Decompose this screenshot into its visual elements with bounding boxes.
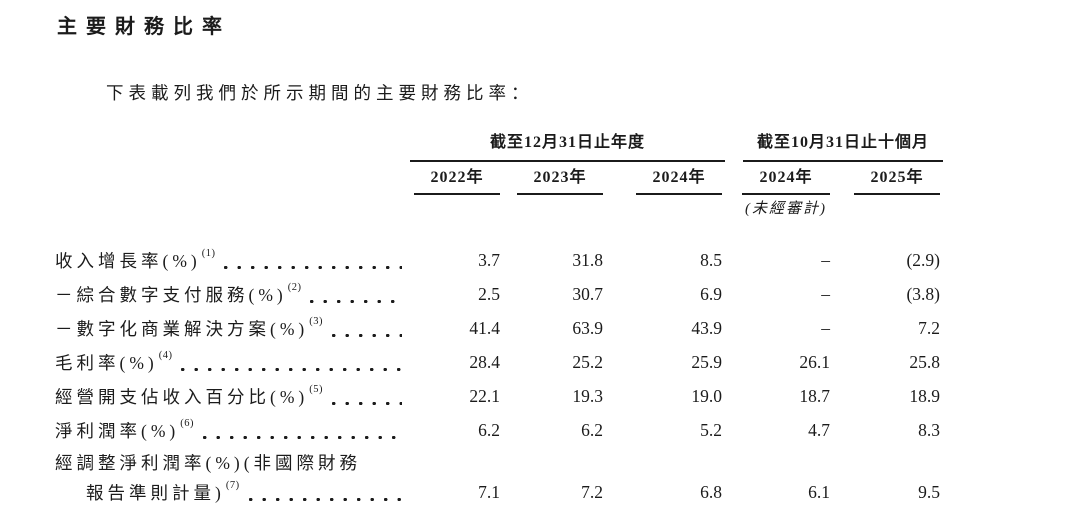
value-cell-2025: 8.3 — [918, 419, 940, 440]
value-cell-2024: 43.9 — [691, 317, 722, 338]
value-cell-2024-ten-months: 26.1 — [799, 351, 830, 372]
value-cell-2024-ten-months: – — [821, 249, 830, 270]
value-cell-2022: 28.4 — [469, 351, 500, 372]
header-body-spacer — [55, 219, 947, 243]
footnote-ref: (2) — [287, 281, 302, 293]
value-cell-2023: 25.2 — [572, 351, 603, 372]
value-cell-2024: 19.0 — [691, 385, 722, 406]
dot-leader — [331, 333, 402, 337]
value-cell-2022 — [410, 447, 503, 477]
value-cell-2025: (2.9) — [906, 249, 940, 270]
ratio-label-cell: 毛利率(%) (4) — [55, 345, 410, 379]
ratio-label-cell: －綜合數字支付服務(%) (2) — [55, 277, 410, 311]
table-row: －綜合數字支付服務(%) (2) 2.5 30.7 6.9 – (3.8) — [55, 277, 947, 311]
dot-leader — [181, 367, 402, 371]
table-row: 經調整淨利潤率(%)(非國際財務 — [55, 447, 947, 477]
value-cell-2025 — [833, 447, 943, 477]
footnote-ref: (6) — [180, 417, 194, 429]
value-cell-2024-ten-months — [725, 447, 833, 477]
value-cell-2023: 31.8 — [572, 249, 603, 270]
value-cell-2022: 6.2 — [478, 419, 500, 440]
value-cell-2024-ten-months: – — [821, 317, 830, 338]
dot-leader — [202, 435, 402, 439]
ratio-label-cell: 經調整淨利潤率(%)(非國際財務 — [55, 447, 410, 477]
value-cell-2025: (3.8) — [906, 283, 940, 304]
value-cell-2024: 8.5 — [700, 249, 722, 270]
column-group-ten-months: 截至10月31日止十個月 — [743, 132, 943, 162]
year-header-2022: 2022年 — [410, 168, 503, 195]
value-cell-2023: 19.3 — [572, 385, 603, 406]
value-cell-2024-ten-months: 4.7 — [808, 419, 830, 440]
value-cell-2022: 2.5 — [478, 283, 500, 304]
table-row: 收入增長率(%) (1) 3.7 31.8 8.5 – (2.9) — [55, 243, 947, 277]
value-cell-2022: 7.1 — [478, 481, 500, 502]
value-cell-2023: 30.7 — [572, 283, 603, 304]
unaudited-note: (未經審計) — [745, 201, 827, 217]
value-cell-2025: 25.8 — [909, 351, 940, 372]
value-cell-2024: 5.2 — [700, 419, 722, 440]
table-row: －數字化商業解決方案(%) (3) 41.4 63.9 43.9 – 7.2 — [55, 311, 947, 345]
ratio-label-cell: 淨利潤率(%) (6) — [55, 413, 410, 447]
value-cell-2022: 22.1 — [469, 385, 500, 406]
ratio-label: －綜合數字支付服務(%) — [55, 284, 287, 305]
table-row: 報告準則計量) (7) 7.1 7.2 6.8 6.1 9.5 — [55, 477, 947, 507]
year-header-2025: 2025年 — [833, 168, 943, 195]
ratio-label-cell: 收入增長率(%) (1) — [55, 243, 410, 277]
column-group-header-row: 截至12月31日止年度 截至10月31日止十個月 — [55, 132, 947, 162]
ratio-label: 經營開支佔收入百分比(%) — [55, 386, 309, 407]
value-cell-2024 — [606, 447, 725, 477]
footnote-ref: (3) — [309, 315, 323, 327]
value-cell-2022: 3.7 — [478, 249, 500, 270]
value-cell-2024: 25.9 — [691, 351, 722, 372]
year-header-2023: 2023年 — [503, 168, 606, 195]
value-cell-2024: 6.9 — [700, 283, 722, 304]
column-group-year-ended: 截至12月31日止年度 — [410, 132, 725, 162]
table-row: 淨利潤率(%) (6) 6.2 6.2 5.2 4.7 8.3 — [55, 413, 947, 447]
ratio-label: 經調整淨利潤率(%)(非國際財務 — [55, 452, 362, 473]
value-cell-2025: 18.9 — [909, 385, 940, 406]
intro-text: 下表載列我們於所示期間的主要財務比率： — [106, 83, 534, 103]
dot-leader — [224, 265, 402, 269]
ratio-label: 毛利率(%) — [55, 352, 158, 373]
footnote-ref: (1) — [201, 247, 216, 259]
year-header-2024: 2024年 — [606, 168, 725, 195]
footnote-ref: (7) — [225, 479, 240, 491]
ratio-label: 報告準則計量) — [86, 482, 225, 503]
value-cell-2025: 9.5 — [918, 481, 940, 502]
financial-ratios-table: 截至12月31日止年度 截至10月31日止十個月 2022年 2023年 202… — [55, 132, 947, 507]
ratio-label-cell: 經營開支佔收入百分比(%) (5) — [55, 379, 410, 413]
ratio-label-cell: 報告準則計量) (7) — [55, 477, 410, 507]
dot-leader — [248, 497, 402, 501]
table-row: 毛利率(%) (4) 28.4 25.2 25.9 26.1 25.8 — [55, 345, 947, 379]
value-cell-2023: 7.2 — [581, 481, 603, 502]
value-cell-2024-ten-months: – — [821, 283, 830, 304]
subnote-row: (未經審計) — [55, 195, 947, 219]
year-header-2024-ten-months: 2024年 — [725, 168, 833, 195]
footnote-ref: (4) — [158, 349, 173, 361]
table-row: 經營開支佔收入百分比(%) (5) 22.1 19.3 19.0 18.7 18.… — [55, 379, 947, 413]
footnote-ref: (5) — [309, 383, 323, 395]
value-cell-2023 — [503, 447, 606, 477]
value-cell-2023: 63.9 — [572, 317, 603, 338]
ratio-label: 淨利潤率(%) — [55, 420, 180, 441]
dot-leader — [310, 299, 402, 303]
value-cell-2024-ten-months: 18.7 — [799, 385, 830, 406]
ratio-label: 收入增長率(%) — [55, 250, 201, 271]
ratio-label: －數字化商業解決方案(%) — [55, 318, 309, 339]
year-header-row: 2022年 2023年 2024年 2024年 2025年 — [55, 168, 947, 195]
page-title: 主要財務比率 — [57, 16, 231, 38]
value-cell-2024-ten-months: 6.1 — [808, 481, 830, 502]
value-cell-2025: 7.2 — [918, 317, 940, 338]
value-cell-2024: 6.8 — [700, 481, 722, 502]
value-cell-2023: 6.2 — [581, 419, 603, 440]
table-body: 收入增長率(%) (1) 3.7 31.8 8.5 – (2.9) －綜合數字支付… — [55, 243, 947, 507]
ratio-label-cell: －數字化商業解決方案(%) (3) — [55, 311, 410, 345]
value-cell-2022: 41.4 — [469, 317, 500, 338]
dot-leader — [331, 401, 402, 405]
